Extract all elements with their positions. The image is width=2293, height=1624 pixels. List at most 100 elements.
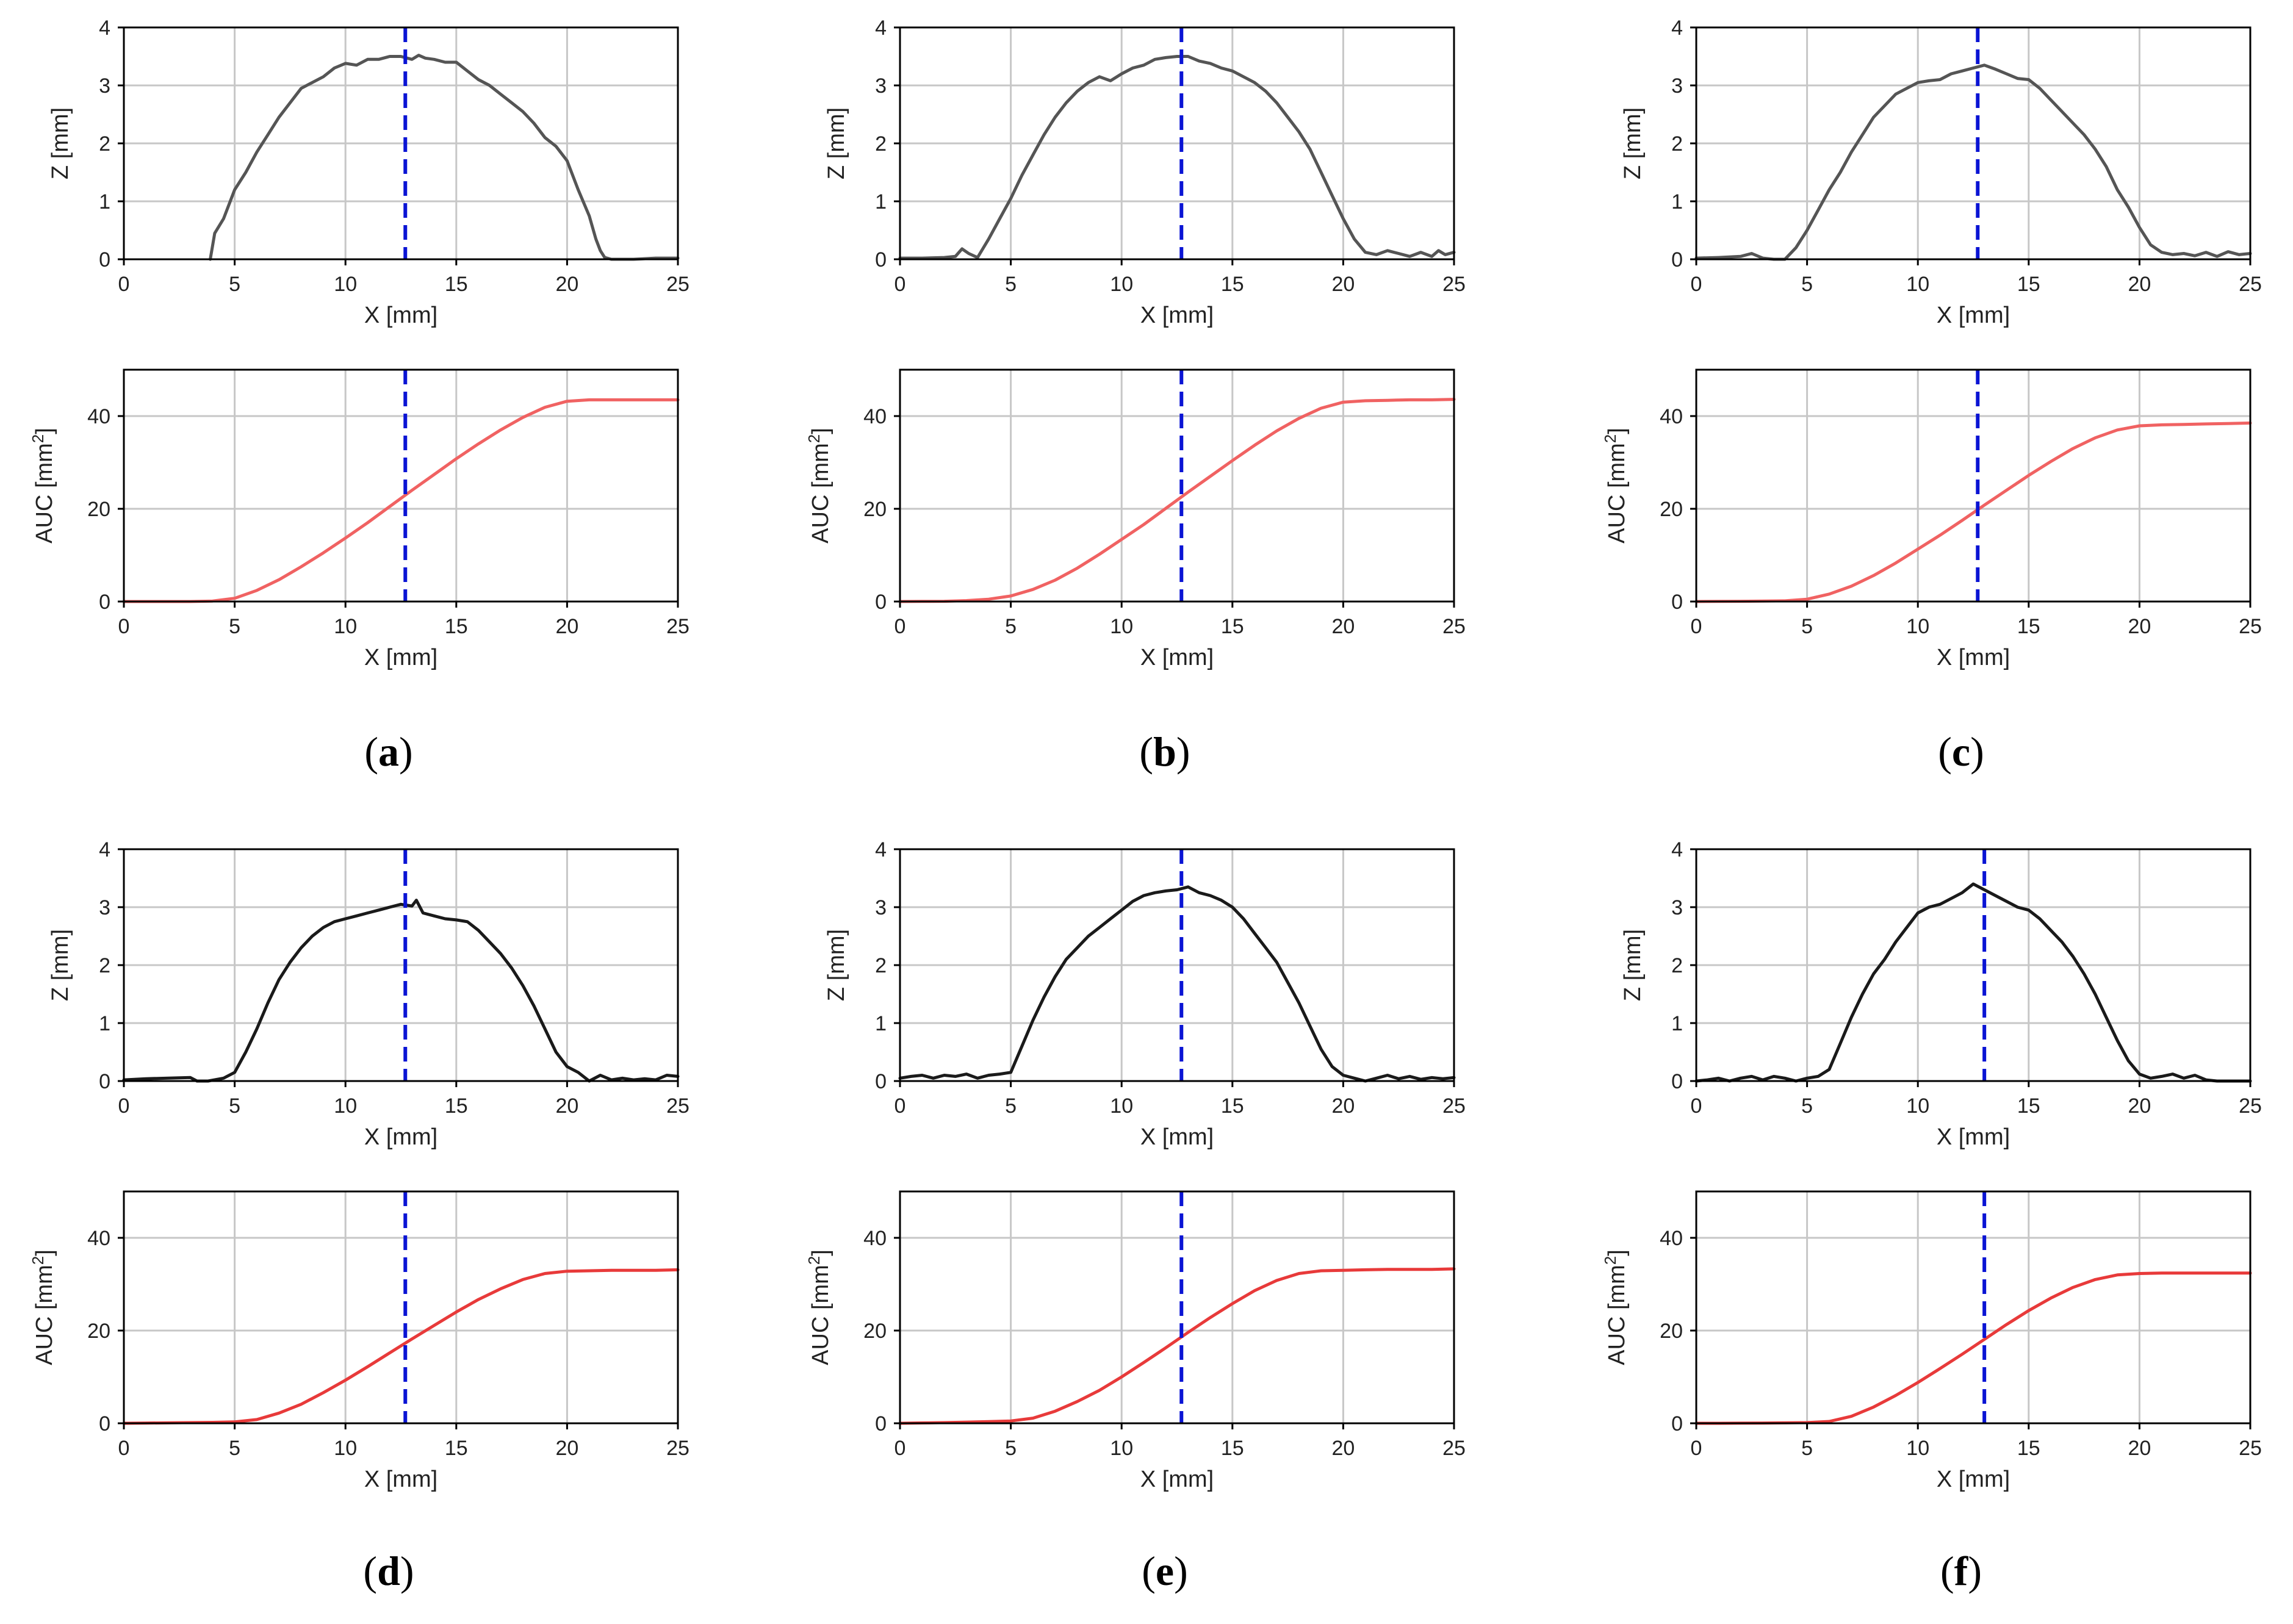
- profile-axes-b: 0 5 10 15 20 25 0 1 2 3 4 X [mm] Z [mm]: [824, 16, 1466, 328]
- y-axis-label: Z [mm]: [48, 107, 73, 179]
- x-tick-label: 15: [1221, 1094, 1244, 1118]
- y-tick-label: 0: [99, 591, 110, 614]
- y-axis-label: AUC [mm2]: [1601, 1249, 1630, 1365]
- auc-axes-d: 0 5 10 15 20 25 0 20 40 X [mm] AUC [mm2]: [29, 1190, 689, 1492]
- profile-series-line: [898, 55, 1456, 260]
- x-tick-label: 20: [1331, 1437, 1355, 1460]
- caption-open: (: [1142, 1548, 1156, 1594]
- profile-axes-d: 0 5 10 15 20 25 0 1 2 3 4 X [mm] Z [mm]: [48, 838, 689, 1150]
- caption-close: ): [1970, 728, 1984, 775]
- x-tick-label: 5: [1005, 1094, 1017, 1118]
- auc-series-line: [898, 398, 1456, 603]
- y-tick-label: 40: [87, 405, 110, 428]
- x-tick-label: 0: [118, 615, 130, 638]
- y-tick-label: 40: [1660, 405, 1683, 428]
- y-tick-label: 0: [875, 591, 887, 614]
- y-axis-label-end: ]: [1604, 1249, 1630, 1256]
- x-tick-label: 25: [666, 273, 689, 296]
- caption-close: ): [1968, 1548, 1982, 1594]
- profile-axes-c: 0 5 10 15 20 25 0 1 2 3 4 X [mm] Z [mm]: [1620, 16, 2262, 328]
- y-axis-label-end: ]: [808, 1249, 833, 1256]
- auc-frame: [123, 368, 679, 603]
- y-tick-label: 20: [1660, 498, 1683, 521]
- x-tick-label: 20: [1331, 1094, 1355, 1118]
- caption-letter: c: [1952, 728, 1970, 775]
- profile-series-line: [1694, 882, 2252, 1083]
- x-axis-label: X [mm]: [1140, 1124, 1214, 1150]
- y-tick-label: 40: [863, 405, 887, 428]
- x-tick-label: 20: [555, 615, 578, 638]
- y-tick-label: 2: [99, 954, 110, 977]
- y-axis-label-main: AUC [mm: [1604, 443, 1630, 544]
- y-tick-label: 4: [1671, 838, 1683, 861]
- auc-axes-e: 0 5 10 15 20 25 0 20 40 X [mm] AUC [mm2]: [805, 1190, 1466, 1492]
- x-tick-label: 5: [229, 1094, 240, 1118]
- y-axis-label: Z [mm]: [1620, 929, 1646, 1001]
- x-tick-label: 0: [895, 1437, 906, 1460]
- x-tick-label: 25: [666, 1437, 689, 1460]
- y-axis-label-superscript: 2: [805, 434, 823, 443]
- caption-open: (: [364, 728, 378, 775]
- y-tick-label: 20: [87, 1320, 110, 1343]
- y-tick-label: 1: [99, 190, 110, 214]
- panel-caption-a: (a): [364, 728, 412, 775]
- y-axis-label-main: AUC [mm: [808, 1265, 833, 1365]
- auc-series-line: [1694, 1271, 2252, 1425]
- y-tick-label: 40: [87, 1227, 110, 1250]
- x-tick-label: 5: [229, 1437, 240, 1460]
- y-tick-label: 2: [99, 132, 110, 156]
- auc-series-line: [122, 1268, 680, 1425]
- y-tick-label: 1: [875, 190, 887, 214]
- x-tick-label: 10: [334, 615, 357, 638]
- x-tick-label: 0: [895, 1094, 906, 1118]
- auc-axes-a: 0 5 10 15 20 25 0 20 40 X [mm] AUC [mm2]: [29, 368, 689, 670]
- x-tick-label: 20: [555, 1094, 578, 1118]
- y-axis-label-superscript: 2: [1601, 1256, 1619, 1265]
- y-tick-label: 0: [1671, 1070, 1683, 1093]
- profile-axes-f: 0 5 10 15 20 25 0 1 2 3 4 X [mm] Z [mm]: [1620, 838, 2262, 1150]
- y-tick-label: 4: [1671, 16, 1683, 40]
- profile-axes-e: 0 5 10 15 20 25 0 1 2 3 4 X [mm] Z [mm]: [824, 838, 1466, 1150]
- profile-series-line: [209, 54, 680, 261]
- y-tick-label: 1: [1671, 190, 1683, 214]
- y-tick-label: 1: [1671, 1012, 1683, 1035]
- x-tick-label: 15: [445, 273, 468, 296]
- x-tick-label: 0: [118, 273, 130, 296]
- x-tick-label: 10: [1110, 273, 1133, 296]
- y-tick-label: 0: [875, 248, 887, 271]
- y-tick-label: 2: [875, 954, 887, 977]
- x-tick-label: 20: [2128, 615, 2151, 638]
- x-tick-label: 5: [1801, 1094, 1813, 1118]
- y-tick-label: 3: [99, 896, 110, 919]
- y-tick-label: 4: [99, 16, 110, 40]
- x-tick-label: 25: [1442, 615, 1466, 638]
- auc-series-line: [898, 1267, 1456, 1425]
- x-tick-label: 25: [2239, 1094, 2262, 1118]
- auc-axes-f: 0 5 10 15 20 25 0 20 40 X [mm] AUC [mm2]: [1601, 1190, 2262, 1492]
- caption-letter: d: [377, 1548, 400, 1594]
- x-tick-label: 20: [555, 1437, 578, 1460]
- y-tick-label: 0: [99, 248, 110, 271]
- y-tick-label: 20: [87, 498, 110, 521]
- y-tick-label: 40: [1660, 1227, 1683, 1250]
- y-axis-label-superscript: 2: [29, 1256, 47, 1265]
- y-tick-label: 1: [99, 1012, 110, 1035]
- x-tick-label: 25: [1442, 1094, 1466, 1118]
- y-axis-label: Z [mm]: [824, 929, 849, 1001]
- x-tick-label: 20: [1331, 273, 1355, 296]
- auc-frame: [123, 1190, 679, 1425]
- caption-close: ): [400, 1548, 414, 1594]
- caption-open: (: [1139, 728, 1153, 775]
- x-tick-label: 25: [2239, 615, 2262, 638]
- x-tick-label: 25: [1442, 273, 1466, 296]
- y-axis-label-end: ]: [1604, 428, 1630, 434]
- caption-open: (: [1940, 1548, 1954, 1594]
- x-tick-label: 10: [1906, 1437, 1929, 1460]
